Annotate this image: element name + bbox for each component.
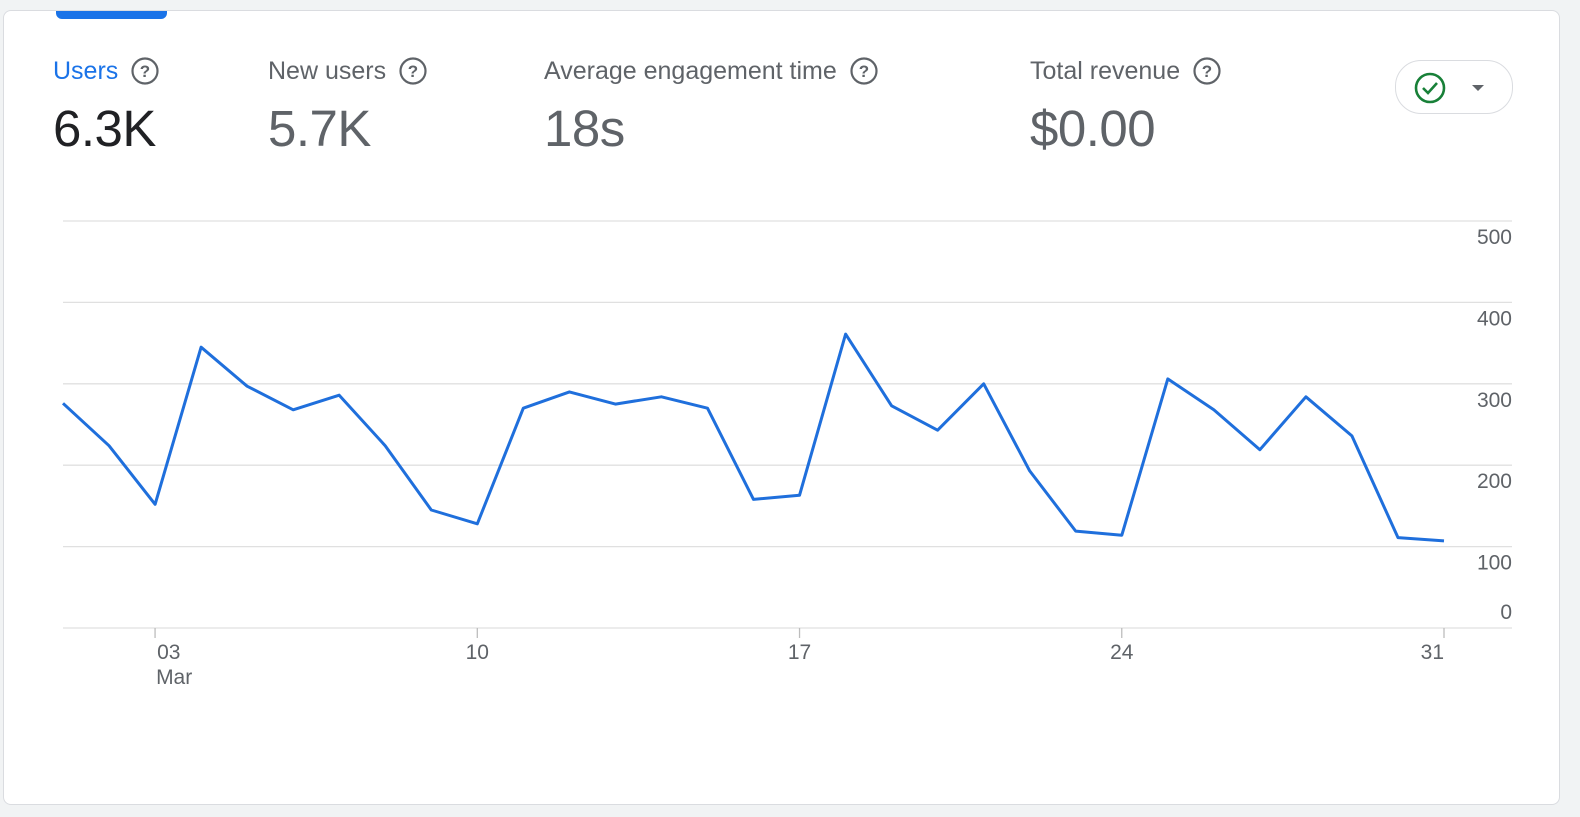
- y-tick-label: 400: [1477, 307, 1512, 330]
- active-tab-indicator: [56, 11, 167, 19]
- metric-label-text: Total revenue: [1030, 56, 1181, 85]
- status-dropdown[interactable]: [1395, 60, 1513, 114]
- metric-label-text: Users: [53, 56, 119, 85]
- metric-tab[interactable]: Average engagement time? 18s: [544, 55, 879, 158]
- y-tick-label: 100: [1477, 552, 1512, 575]
- metric-tab[interactable]: Users? 6.3K: [53, 55, 160, 158]
- help-icon[interactable]: ?: [130, 56, 160, 86]
- metric-value: 5.7K: [268, 100, 371, 157]
- help-icon[interactable]: ?: [1192, 56, 1222, 86]
- metric-value: 6.3K: [53, 100, 156, 157]
- svg-text:?: ?: [859, 62, 869, 81]
- help-icon[interactable]: ?: [849, 56, 879, 86]
- metric-label-text: New users: [268, 56, 387, 85]
- help-icon[interactable]: ?: [398, 56, 428, 86]
- card: Users? 6.3K New users? 5.7K Average enga…: [3, 10, 1560, 805]
- y-tick-label: 200: [1477, 470, 1512, 493]
- status-icons: [1414, 72, 1484, 104]
- check-circle: [1414, 72, 1446, 104]
- metric-label: Users?: [53, 55, 160, 87]
- x-month-label: Mar: [156, 666, 192, 689]
- svg-text:?: ?: [408, 62, 418, 81]
- metric-label: New users?: [268, 55, 428, 87]
- metric-tab[interactable]: Total revenue? $0.00: [1030, 55, 1222, 158]
- svg-text:?: ?: [140, 62, 150, 81]
- x-tick-label: 10: [466, 641, 489, 664]
- x-tick-label: 03: [157, 641, 180, 664]
- dropdown-arrow: [1472, 85, 1484, 91]
- check-mark: [1422, 82, 1438, 95]
- line-series: [61, 332, 1445, 543]
- y-tick-label: 500: [1477, 226, 1512, 249]
- metric-value: 18s: [544, 100, 625, 157]
- x-tick-label: 17: [788, 641, 811, 664]
- metric-label-text: Average engagement time: [544, 56, 837, 85]
- x-tick-label: 24: [1110, 641, 1134, 664]
- metric-label: Average engagement time?: [544, 55, 879, 87]
- metric-label: Total revenue?: [1030, 55, 1222, 87]
- y-tick-label: 0: [1500, 601, 1512, 624]
- svg-text:?: ?: [1202, 62, 1212, 81]
- y-tick-label: 300: [1477, 389, 1512, 412]
- metric-value: $0.00: [1030, 100, 1156, 157]
- x-tick-label: 31: [1421, 641, 1444, 664]
- metric-tab[interactable]: New users? 5.7K: [268, 55, 428, 158]
